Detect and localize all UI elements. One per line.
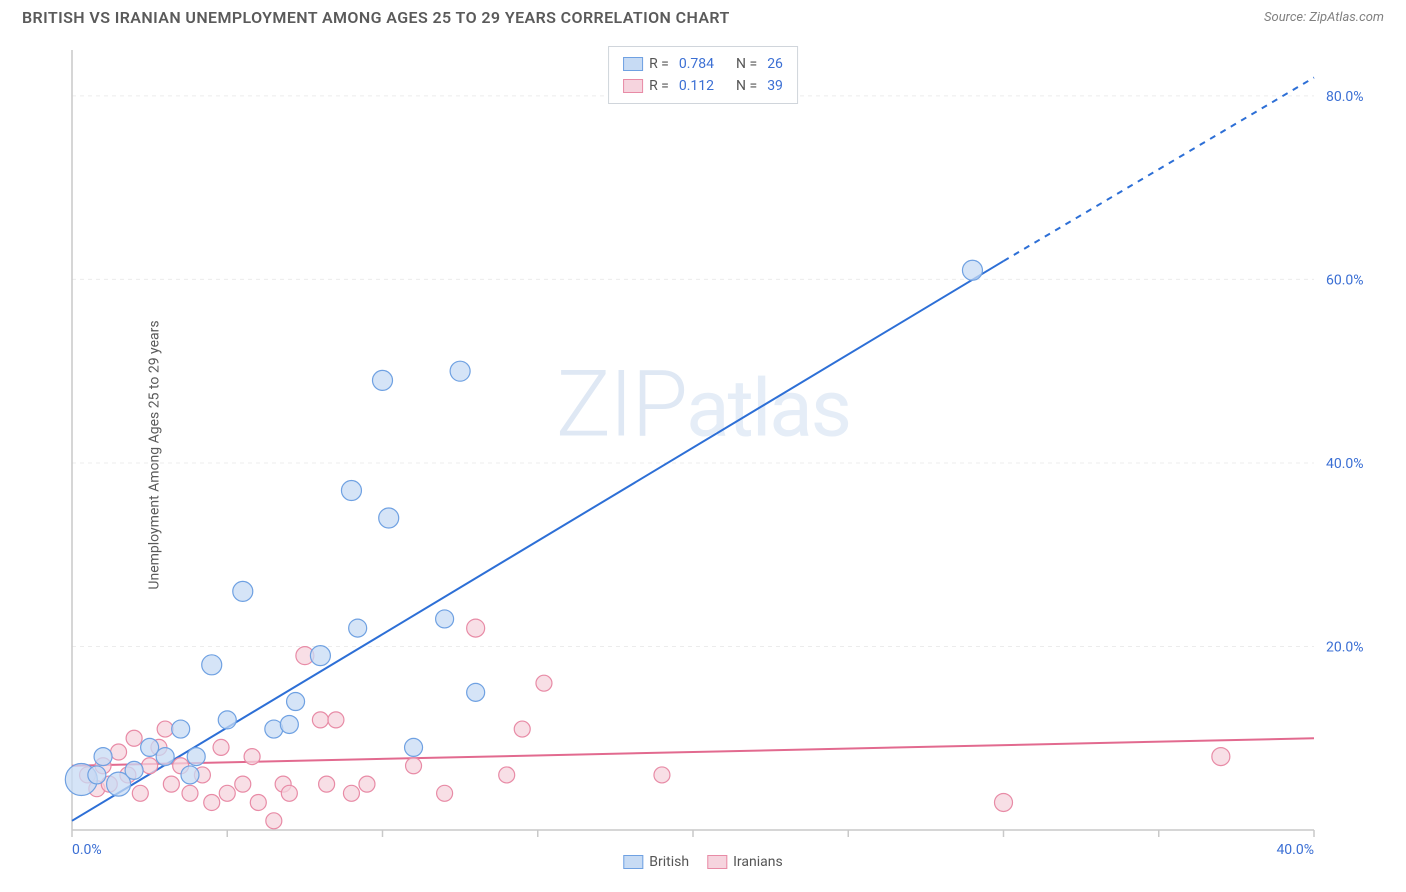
data-point <box>312 712 328 728</box>
r-val-iranians: 0.112 <box>679 78 714 94</box>
data-point <box>142 758 158 774</box>
data-point <box>343 785 359 801</box>
data-point <box>654 767 670 783</box>
legend-item-iranians: Iranians <box>707 854 783 870</box>
data-point <box>499 767 515 783</box>
data-point <box>467 619 485 637</box>
swatch-british <box>623 57 643 71</box>
data-point <box>514 721 530 737</box>
data-point <box>250 794 266 810</box>
data-point <box>467 683 485 701</box>
data-point <box>111 744 127 760</box>
n-label: N = <box>736 78 757 94</box>
legend-label: British <box>649 854 689 870</box>
data-point <box>406 758 422 774</box>
data-point <box>132 785 148 801</box>
data-point <box>310 646 330 666</box>
chart-title: BRITISH VS IRANIAN UNEMPLOYMENT AMONG AG… <box>22 8 730 27</box>
data-point <box>1212 748 1230 766</box>
data-point <box>233 581 253 601</box>
n-val-british: 26 <box>767 56 783 72</box>
data-point <box>341 480 361 500</box>
y-tick-label: 80.0% <box>1326 89 1364 105</box>
data-point <box>141 738 159 756</box>
data-point <box>379 508 399 528</box>
data-point <box>436 610 454 628</box>
legend-item-british: British <box>623 854 689 870</box>
stats-row-british: R = 0.784 N = 26 <box>623 53 783 75</box>
r-label: R = <box>649 78 669 94</box>
data-point <box>536 675 552 691</box>
data-point <box>266 813 282 829</box>
data-point <box>281 785 297 801</box>
data-point <box>187 748 205 766</box>
data-point <box>126 730 142 746</box>
r-label: R = <box>649 56 669 72</box>
data-point <box>349 619 367 637</box>
legend-label: Iranians <box>733 854 783 870</box>
swatch-british <box>623 855 643 869</box>
x-tick-label: 40.0% <box>1276 842 1314 858</box>
data-point <box>172 720 190 738</box>
data-point <box>156 748 174 766</box>
data-point <box>437 785 453 801</box>
data-point <box>319 776 335 792</box>
n-label: N = <box>736 56 757 72</box>
chart-source: Source: ZipAtlas.com <box>1264 10 1384 25</box>
chart-area: Unemployment Among Ages 25 to 29 years Z… <box>22 40 1384 870</box>
category-legend: British Iranians <box>623 854 782 870</box>
y-tick-label: 60.0% <box>1326 272 1364 288</box>
data-point <box>125 761 143 779</box>
data-point <box>235 776 251 792</box>
data-point <box>213 739 229 755</box>
data-point <box>181 766 199 784</box>
data-point <box>373 370 393 390</box>
data-point <box>287 693 305 711</box>
data-point <box>88 766 106 784</box>
stats-legend: R = 0.784 N = 26 R = 0.112 N = 39 <box>608 46 798 104</box>
y-tick-label: 20.0% <box>1326 639 1364 655</box>
data-point <box>219 785 235 801</box>
data-point <box>280 715 298 733</box>
data-point <box>995 793 1013 811</box>
swatch-iranians <box>623 79 643 93</box>
data-point <box>163 776 179 792</box>
data-point <box>405 738 423 756</box>
data-point <box>218 711 236 729</box>
chart-header: BRITISH VS IRANIAN UNEMPLOYMENT AMONG AG… <box>0 0 1406 31</box>
data-point <box>157 721 173 737</box>
data-point <box>202 655 222 675</box>
data-point <box>182 785 198 801</box>
swatch-iranians <box>707 855 727 869</box>
r-val-british: 0.784 <box>679 56 714 72</box>
x-tick-label: 0.0% <box>72 842 102 858</box>
y-tick-label: 40.0% <box>1326 456 1364 472</box>
data-point <box>359 776 375 792</box>
scatter-plot: 20.0% 40.0% 60.0% 80.0% 0.0% 40.0% <box>62 40 1384 870</box>
data-point <box>244 749 260 765</box>
data-point <box>328 712 344 728</box>
data-point <box>204 794 220 810</box>
stats-row-iranians: R = 0.112 N = 39 <box>623 75 783 97</box>
regression-line <box>72 261 1004 821</box>
regression-line-dash <box>1004 78 1315 262</box>
n-val-iranians: 39 <box>767 78 783 94</box>
data-point <box>94 748 112 766</box>
data-point <box>450 361 470 381</box>
data-point <box>962 260 982 280</box>
